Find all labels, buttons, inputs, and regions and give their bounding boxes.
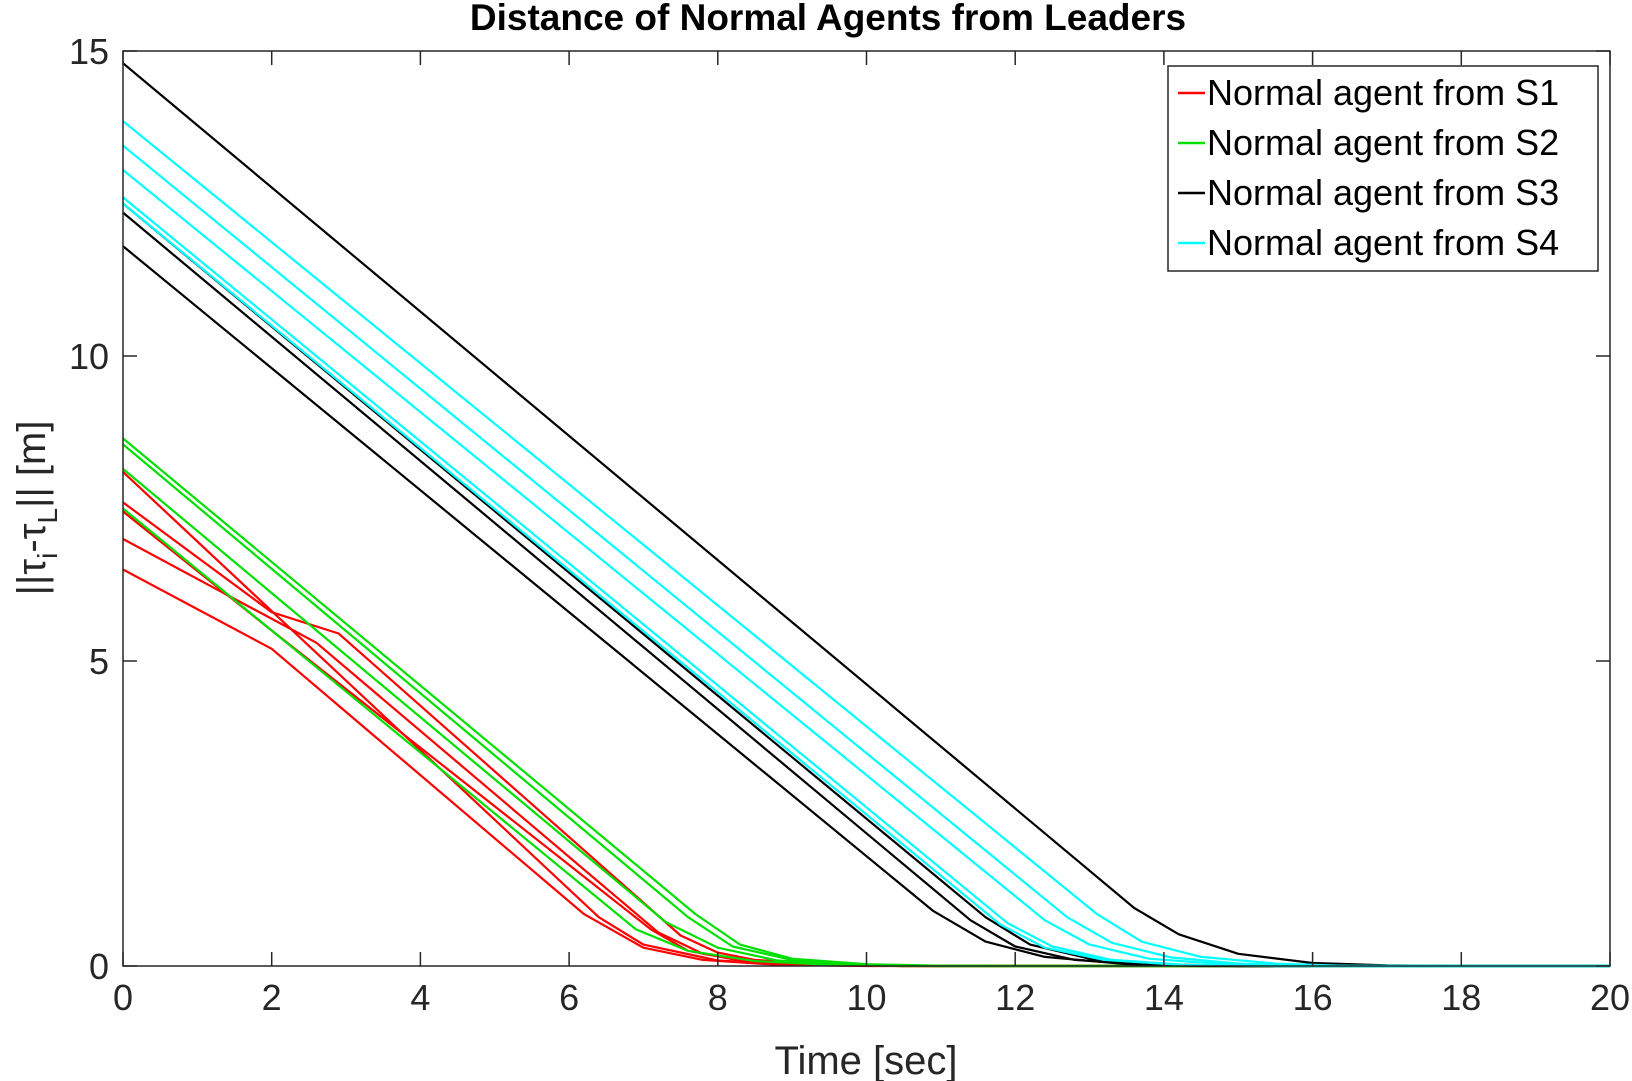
series-s1-line-5 (122, 510, 1610, 968)
legend: Normal agent from S1 Normal agent from S2… (1167, 65, 1599, 272)
x-tick-label: 8 (708, 977, 728, 1018)
x-tick-label: 20 (1590, 977, 1630, 1018)
x-tick-label: 0 (113, 977, 133, 1018)
y-label-sub-l: L (32, 508, 63, 524)
legend-label-s2: Normal agent from S2 (1207, 122, 1559, 163)
x-tick-label: 2 (262, 977, 282, 1018)
chart-title: Distance of Normal Agents from Leaders (470, 0, 1186, 38)
x-tick-label: 10 (846, 977, 886, 1018)
x-axis-ticks: 0 2 4 6 8 10 12 14 16 18 20 (113, 51, 1630, 1018)
series-s1-line-1 (122, 471, 1610, 968)
series-s2-line-3 (122, 468, 1610, 968)
y-axis-label: ||τi-τL|| [m] (10, 421, 63, 596)
legend-label-s4: Normal agent from S4 (1207, 222, 1559, 263)
y-tick-label: 10 (69, 336, 109, 377)
series-s3-line-2 (122, 202, 1610, 968)
series-s4-line-4 (122, 196, 1610, 968)
series-s2-line-4 (122, 507, 1610, 968)
legend-label-s1: Normal agent from S1 (1207, 72, 1559, 113)
y-label-sub-i: i (32, 553, 63, 559)
y-tick-label: 15 (69, 31, 109, 72)
series-s3-line-3 (122, 211, 1610, 968)
legend-label-s3: Normal agent from S3 (1207, 172, 1559, 213)
y-label-mid: -τ (10, 523, 54, 552)
y-axis-ticks: 0 5 10 15 (69, 31, 1610, 987)
x-tick-label: 16 (1293, 977, 1333, 1018)
series-s4-line-3 (122, 169, 1610, 968)
x-tick-label: 18 (1441, 977, 1481, 1018)
svg-text:||τi-τL|| [m]: ||τi-τL|| [m] (10, 421, 63, 596)
y-tick-label: 5 (89, 641, 109, 682)
x-tick-label: 6 (559, 977, 579, 1018)
series-s1-line-4 (122, 568, 1610, 968)
y-tick-label: 0 (89, 946, 109, 987)
y-label-main: ||τ (10, 559, 54, 596)
x-tick-label: 4 (410, 977, 430, 1018)
x-tick-label: 12 (995, 977, 1035, 1018)
x-tick-label: 14 (1144, 977, 1184, 1018)
series-s2-line-2 (122, 443, 1610, 968)
legend-box (1167, 65, 1599, 272)
x-axis-label: Time [sec] (775, 1039, 958, 1081)
legend-entries: Normal agent from S1 Normal agent from S2… (1178, 72, 1559, 263)
series-s2-line-1 (122, 437, 1610, 968)
series-s4-line-5 (122, 202, 1610, 968)
series-s1-line-2 (122, 501, 1610, 968)
series-s3-line-4 (122, 245, 1610, 968)
y-label-end: || [m] (10, 421, 54, 508)
